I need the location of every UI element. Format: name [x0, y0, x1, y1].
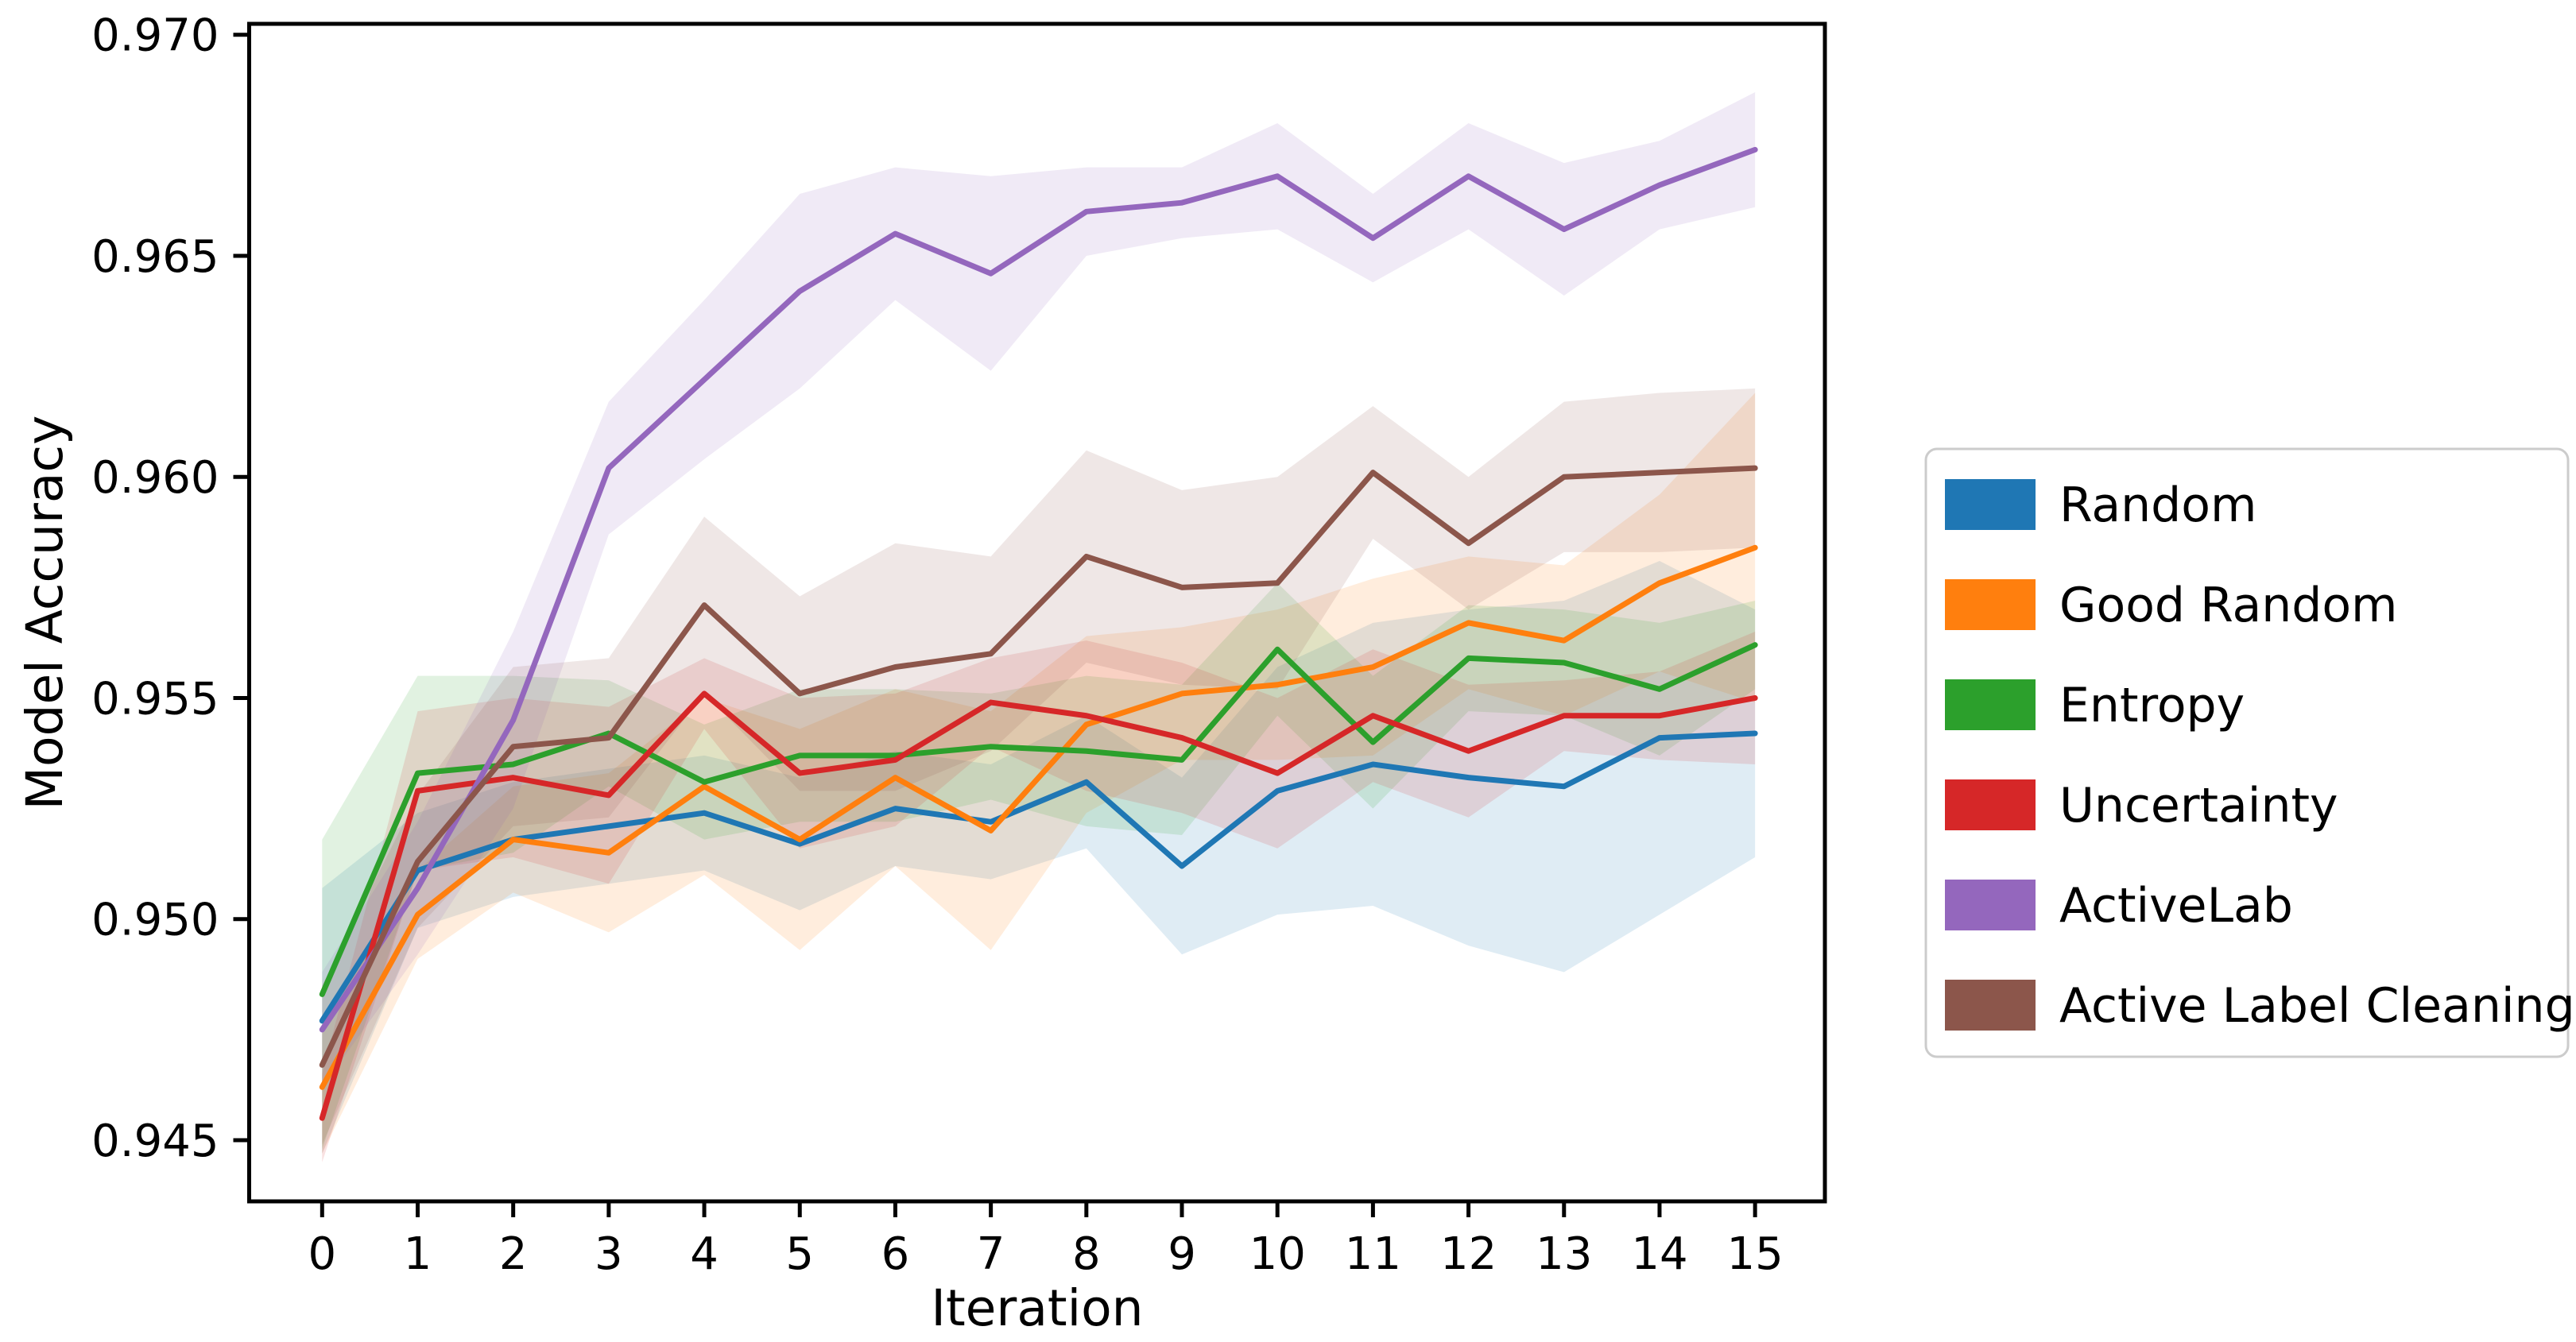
y-tick-label: 0.945	[91, 1116, 219, 1167]
x-tick-label: 7	[977, 1228, 1005, 1280]
series-line-active-label-cleaning	[319, 465, 1758, 1068]
x-tick-label: 8	[1072, 1228, 1101, 1280]
x-tick-label: 13	[1536, 1228, 1592, 1280]
x-tick-label: 1	[404, 1228, 432, 1280]
y-tick-label: 0.965	[91, 231, 219, 283]
legend-swatch	[1945, 579, 2036, 630]
y-tick-label: 0.955	[91, 673, 219, 725]
legend-box	[1924, 447, 2570, 1058]
legend-swatch	[1945, 880, 2036, 930]
confidence-band-good-random	[322, 393, 1756, 1154]
x-axis-label: Iteration	[931, 1279, 1143, 1337]
y-tick-label: 0.960	[91, 452, 219, 504]
legend-swatch	[1945, 779, 2036, 830]
legend-item-label: ActiveLab	[2059, 878, 2293, 934]
x-tick-label: 3	[595, 1228, 623, 1280]
legend: Random Good Random Entropy Uncertainty Activ…	[1924, 447, 2575, 1058]
x-tick-label: 11	[1345, 1228, 1401, 1280]
legend-item-activelab: ActiveLab	[1945, 878, 2293, 934]
series-line-entropy	[319, 642, 1758, 997]
x-tick-label: 2	[499, 1228, 528, 1280]
legend-item-active-label-cleaning: Active Label Cleaning	[1945, 978, 2575, 1034]
series-line-activelab	[319, 146, 1758, 1033]
x-tick-label: 14	[1631, 1228, 1687, 1280]
y-tick-label: 0.970	[91, 10, 219, 62]
x-tick-label: 15	[1727, 1228, 1784, 1280]
tick-labels-layer: 0 1 2 3 4 5 6 7 8 9 10 11 12 13 14 150.9450.9500.9550.9…	[91, 10, 1784, 1280]
confidence-band-activelab	[322, 92, 1756, 1088]
legend-item-label: Random	[2059, 478, 2256, 533]
x-tick-label: 10	[1249, 1228, 1306, 1280]
confidence-band-active-label-cleaning	[322, 388, 1756, 1145]
x-tick-label: 4	[690, 1228, 719, 1280]
confidence-band-random	[322, 560, 1756, 1154]
legend-item-label: Good Random	[2059, 578, 2397, 633]
confidence-band-uncertainty	[322, 632, 1756, 1162]
legend-item-label: Uncertainty	[2059, 778, 2338, 833]
series-line-good-random	[319, 544, 1758, 1090]
x-tick-label: 6	[881, 1228, 910, 1280]
series-lines-layer	[319, 146, 1758, 1121]
legend-item-uncertainty: Uncertainty	[1945, 778, 2338, 833]
legend-item-good-random: Good Random	[1945, 578, 2397, 633]
legend-item-label: Entropy	[2059, 678, 2245, 733]
x-tick-label: 0	[308, 1228, 336, 1280]
legend-item-entropy: Entropy	[1945, 678, 2245, 733]
y-tick-label: 0.950	[91, 895, 219, 946]
legend-swatch	[1945, 980, 2036, 1031]
series-line-uncertainty	[319, 690, 1758, 1121]
x-tick-label: 9	[1168, 1228, 1196, 1280]
x-tick-label: 12	[1440, 1228, 1497, 1280]
legend-item-random: Random	[1945, 478, 2256, 533]
series-line-random	[319, 730, 1758, 1024]
y-axis-label: Model Accuracy	[16, 416, 74, 810]
legend-swatch	[1945, 479, 2036, 530]
confidence-bands-layer	[322, 92, 1756, 1162]
legend-item-label: Active Label Cleaning	[2059, 978, 2575, 1034]
plot-border	[247, 21, 1827, 1204]
legend-swatch	[1945, 679, 2036, 730]
axes-layer	[233, 21, 1827, 1217]
x-tick-label: 5	[785, 1228, 814, 1280]
